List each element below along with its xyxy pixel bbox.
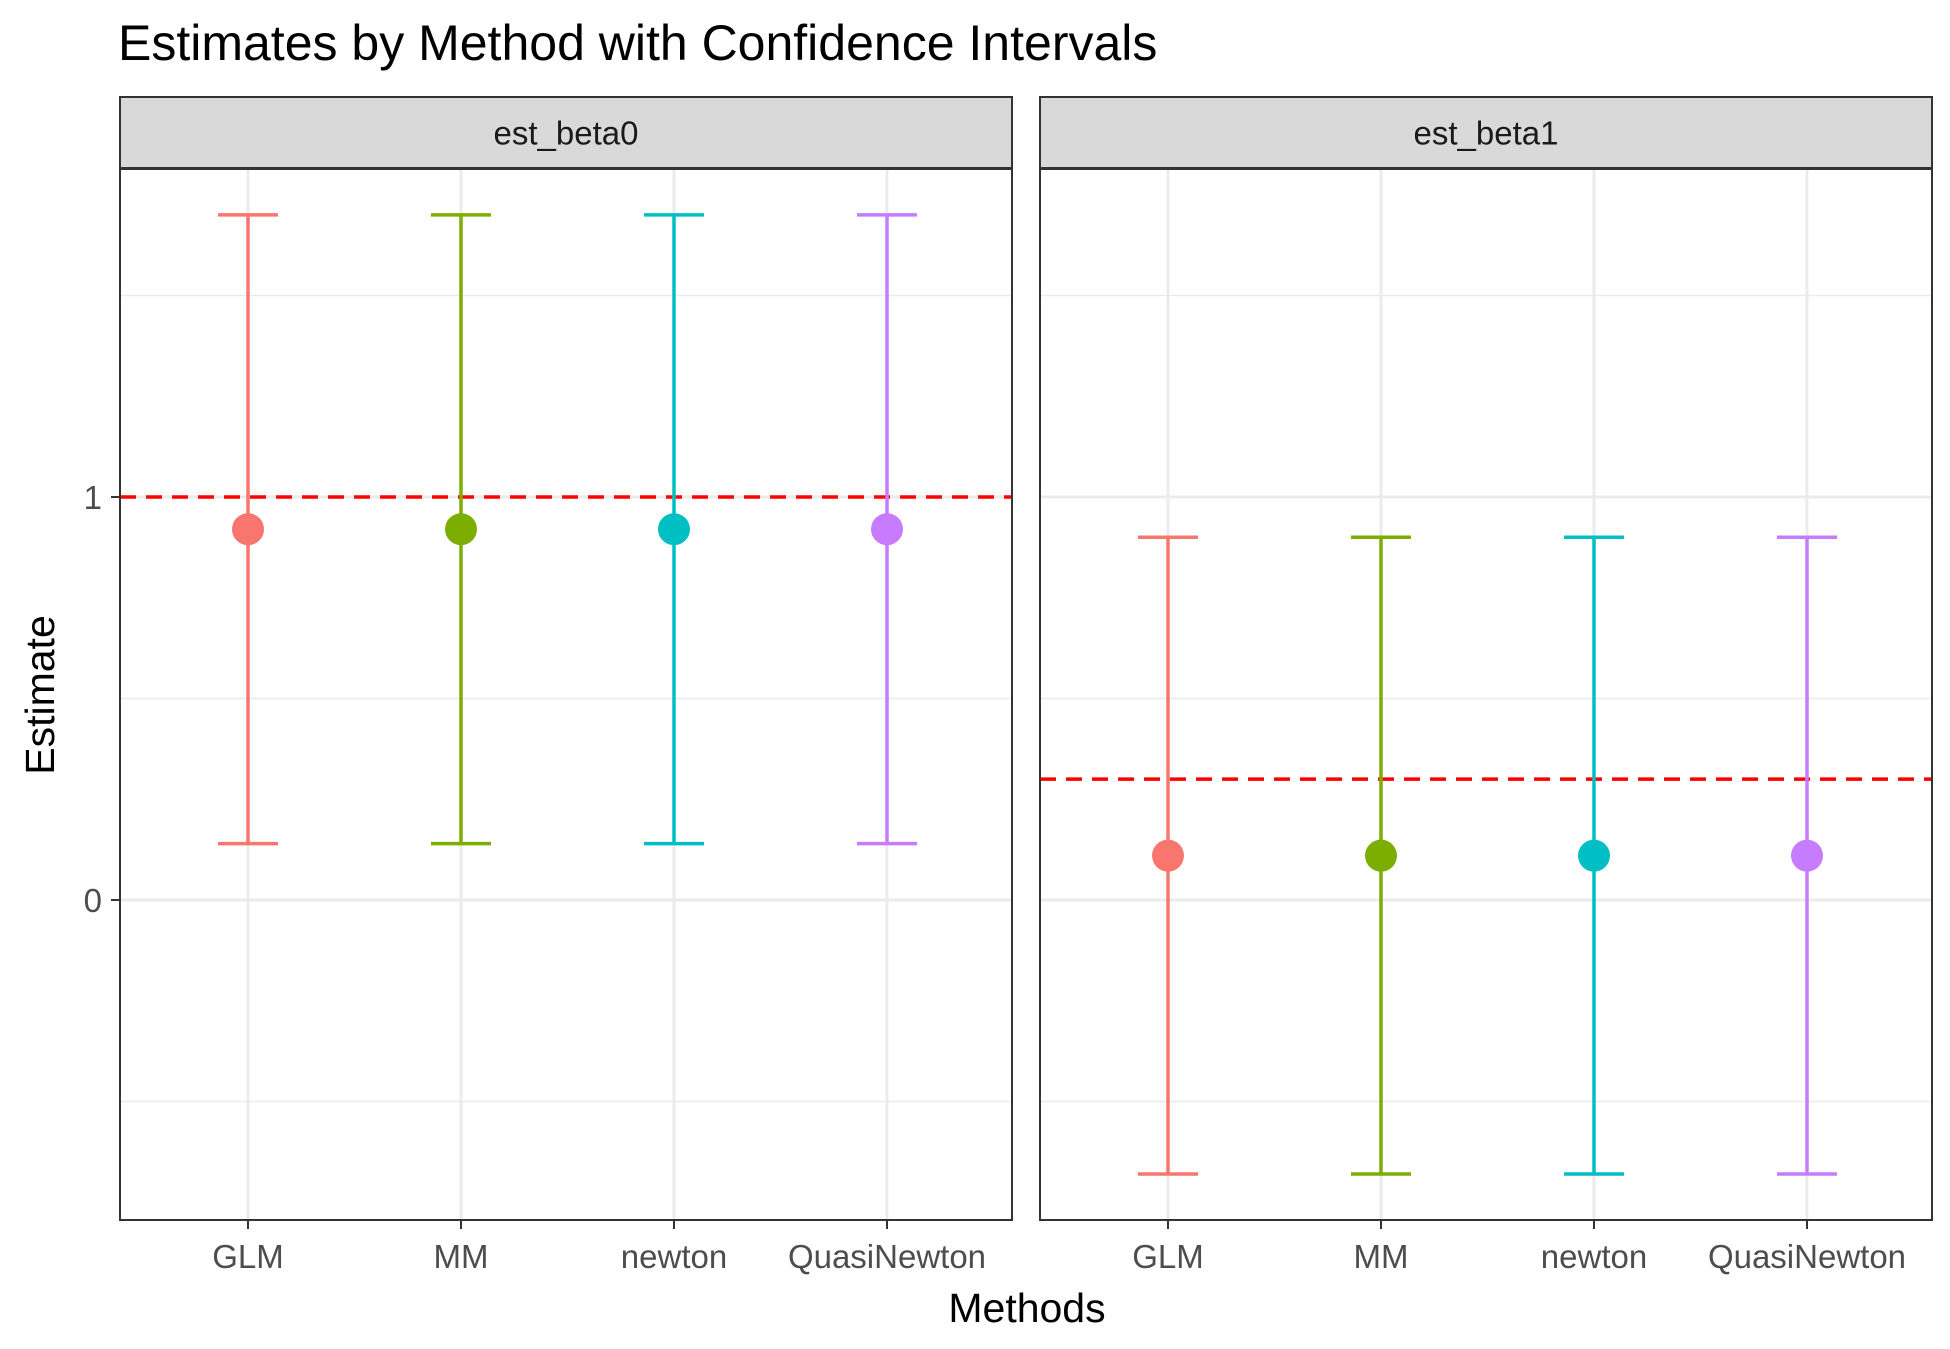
errorbar-GLM: [218, 213, 278, 846]
x-tick-label: GLM: [1132, 1238, 1204, 1275]
estimate-point-GLM: [232, 513, 264, 546]
facet-strip-label: est_beta0: [494, 115, 639, 152]
errorbar-QuasiNewton: [1777, 535, 1837, 1176]
estimate-point-MM: [445, 513, 477, 546]
x-tick-label: QuasiNewton: [1708, 1238, 1906, 1275]
facet-strip: [1039, 96, 1933, 169]
x-axis-title: Methods: [948, 1285, 1105, 1331]
errorbar-MM: [1351, 535, 1411, 1176]
x-tick-label: MM: [1354, 1238, 1409, 1275]
estimate-point-QuasiNewton: [871, 513, 903, 546]
facet-est_beta1: GLM MM newton QuasiNewton est_beta1: [1039, 96, 1933, 1275]
x-tick-label: QuasiNewton: [788, 1238, 986, 1275]
chart-title: Estimates by Method with Confidence Inte…: [118, 15, 1157, 71]
estimate-point-GLM: [1152, 839, 1184, 872]
x-tick-label: GLM: [212, 1238, 284, 1275]
errorbar-GLM: [1138, 535, 1198, 1176]
y-tick-label: 1: [84, 479, 102, 516]
estimate-point-QuasiNewton: [1791, 839, 1823, 872]
x-tick-label: MM: [434, 1238, 489, 1275]
x-tick-label: newton: [621, 1238, 727, 1275]
panel-background: [1040, 169, 1932, 1220]
x-tick-label: newton: [1541, 1238, 1647, 1275]
y-axis-title: Estimate: [17, 615, 63, 775]
errorbar-MM: [431, 213, 491, 846]
facets: GLM MM newton QuasiNewton est_beta0 0 1 GLM MM ne…: [84, 96, 1933, 1275]
panel-background: [120, 169, 1012, 1220]
y-tick-label: 0: [84, 882, 102, 919]
facet-strip: [119, 96, 1013, 169]
estimate-point-newton: [658, 513, 690, 546]
errorbar-newton: [644, 213, 704, 846]
facet-strip-label: est_beta1: [1414, 115, 1559, 152]
facet-est_beta0: GLM MM newton QuasiNewton est_beta0 0 1: [84, 96, 1013, 1275]
estimate-point-MM: [1365, 839, 1397, 872]
estimate-point-newton: [1578, 839, 1610, 872]
errorbar-QuasiNewton: [857, 213, 917, 846]
errorbar-newton: [1564, 535, 1624, 1176]
